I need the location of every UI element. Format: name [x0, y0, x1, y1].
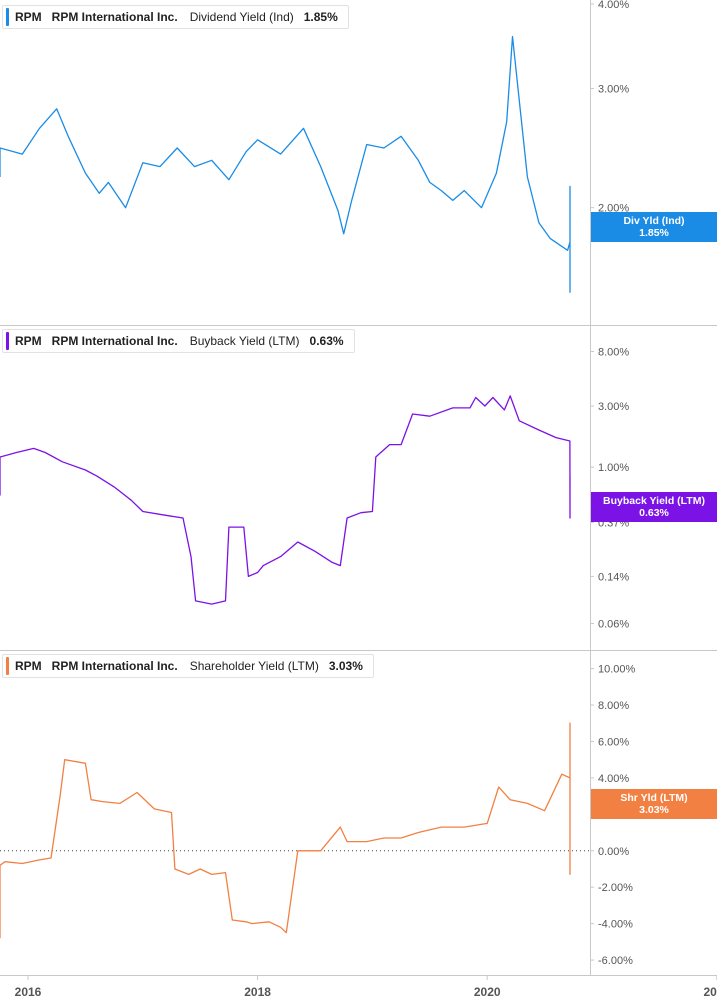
y-tick-label: 6.00% — [598, 736, 629, 748]
axis-lines — [0, 0, 717, 976]
shareholder-yield-legend-swatch — [6, 657, 9, 675]
legend-value: 3.03% — [328, 659, 363, 673]
y-tick-label: -6.00% — [598, 955, 633, 967]
end-label-name: Div Yld (Ind) — [623, 215, 685, 227]
y-tick-label: 2.00% — [598, 203, 629, 215]
x-tick-label: 2018 — [244, 985, 271, 999]
y-tick-label: 3.00% — [598, 84, 629, 96]
x-tick-label: 2022 — [703, 985, 717, 999]
y-tick-label: 0.00% — [598, 846, 629, 858]
y-tick-label: 0.14% — [598, 571, 629, 583]
dividend-yield-end-label: Div Yld (Ind) 1.85% — [591, 212, 717, 242]
y-tick-label: 1.00% — [598, 462, 629, 474]
dividend-yield-legend: RPM RPM International Inc. Dividend Yiel… — [2, 5, 349, 29]
y-tick-label: 10.00% — [598, 664, 636, 676]
y-tick-label: 3.00% — [598, 401, 629, 413]
y-axis-ticks: 4.00%3.00%2.00%8.00%3.00%1.00%0.37%0.14%… — [590, 0, 636, 967]
y-tick-label: 4.00% — [598, 0, 629, 11]
dividend-yield-legend-swatch — [6, 8, 9, 26]
end-label-name: Shr Yld (LTM) — [620, 792, 688, 804]
x-tick-label: 2020 — [474, 985, 501, 999]
dividend-yield-line — [0, 35, 571, 293]
x-tick-label: 2016 — [15, 985, 42, 999]
shareholder-yield-line — [0, 722, 571, 939]
legend-value: 0.63% — [309, 334, 344, 348]
x-axis-ticks: 20162018202020222024 — [15, 975, 717, 999]
buyback-yield-legend-swatch — [6, 332, 9, 350]
series-layer — [0, 35, 571, 939]
buyback-yield-line — [0, 395, 571, 605]
y-tick-label: -2.00% — [598, 882, 633, 894]
legend-ticker: RPM — [15, 334, 42, 348]
shareholder-yield-end-label: Shr Yld (LTM) 3.03% — [591, 789, 717, 819]
y-tick-label: 8.00% — [598, 700, 629, 712]
legend-ticker: RPM — [15, 10, 42, 24]
end-label-value: 0.63% — [639, 507, 669, 519]
buyback-yield-end-label: Buyback Yield (LTM) 0.63% — [591, 492, 717, 522]
legend-company: RPM International Inc. — [51, 659, 178, 673]
y-tick-label: 0.06% — [598, 618, 629, 630]
legend-metric: Shareholder Yield (LTM) — [189, 659, 319, 673]
y-tick-label: -4.00% — [598, 919, 633, 931]
legend-company: RPM International Inc. — [51, 10, 178, 24]
legend-metric: Buyback Yield (LTM) — [189, 334, 300, 348]
legend-metric: Dividend Yield (Ind) — [189, 10, 294, 24]
y-tick-label: 8.00% — [598, 347, 629, 359]
y-tick-label: 4.00% — [598, 773, 629, 785]
end-label-value: 1.85% — [639, 227, 669, 239]
end-label-name: Buyback Yield (LTM) — [603, 495, 705, 507]
buyback-yield-legend: RPM RPM International Inc. Buyback Yield… — [2, 329, 355, 353]
end-label-value: 3.03% — [639, 804, 669, 816]
shareholder-yield-legend: RPM RPM International Inc. Shareholder Y… — [2, 654, 374, 678]
legend-company: RPM International Inc. — [51, 334, 178, 348]
legend-value: 1.85% — [303, 10, 338, 24]
legend-ticker: RPM — [15, 659, 42, 673]
